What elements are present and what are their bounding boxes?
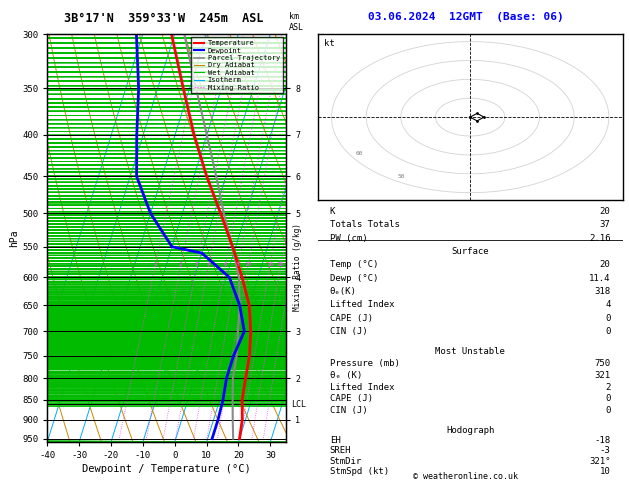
Text: 750: 750 — [594, 359, 611, 368]
Text: 60: 60 — [355, 151, 363, 156]
Text: 37: 37 — [600, 220, 611, 229]
Text: SREH: SREH — [330, 447, 352, 455]
Text: 8: 8 — [236, 261, 240, 267]
Text: EH: EH — [330, 436, 340, 445]
Text: CAPE (J): CAPE (J) — [330, 313, 373, 323]
Text: 10: 10 — [244, 261, 252, 267]
Text: 50: 50 — [397, 174, 404, 178]
Text: km
ASL: km ASL — [289, 12, 304, 32]
Text: 20: 20 — [277, 261, 284, 267]
Text: 0: 0 — [605, 313, 611, 323]
X-axis label: Dewpoint / Temperature (°C): Dewpoint / Temperature (°C) — [82, 465, 251, 474]
Text: 2.16: 2.16 — [589, 233, 611, 243]
Legend: Temperature, Dewpoint, Parcel Trajectory, Dry Adiabat, Wet Adiabat, Isotherm, Mi: Temperature, Dewpoint, Parcel Trajectory… — [191, 37, 282, 93]
Text: 2: 2 — [605, 382, 611, 392]
Text: 0: 0 — [605, 406, 611, 415]
Text: 321: 321 — [594, 371, 611, 380]
Text: CIN (J): CIN (J) — [330, 327, 367, 336]
Text: Lifted Index: Lifted Index — [330, 300, 394, 309]
Text: 03.06.2024  12GMT  (Base: 06): 03.06.2024 12GMT (Base: 06) — [367, 12, 564, 22]
Text: 3: 3 — [195, 261, 199, 267]
Text: 318: 318 — [594, 287, 611, 296]
Text: 6: 6 — [223, 261, 227, 267]
Text: Hodograph: Hodograph — [446, 426, 494, 435]
Text: θₑ (K): θₑ (K) — [330, 371, 362, 380]
Text: 4: 4 — [605, 300, 611, 309]
Text: Lifted Index: Lifted Index — [330, 382, 394, 392]
Text: Mixing Ratio (g/kg): Mixing Ratio (g/kg) — [293, 224, 302, 311]
Text: 3B°17'N  359°33'W  245m  ASL: 3B°17'N 359°33'W 245m ASL — [64, 12, 264, 25]
Text: 2: 2 — [179, 261, 182, 267]
Text: 20: 20 — [600, 207, 611, 216]
Text: 0: 0 — [605, 327, 611, 336]
Text: Temp (°C): Temp (°C) — [330, 260, 378, 269]
Text: Dewp (°C): Dewp (°C) — [330, 274, 378, 282]
Text: 16: 16 — [266, 261, 274, 267]
Text: 321°: 321° — [589, 457, 611, 466]
Text: K: K — [330, 207, 335, 216]
Text: kt: kt — [324, 39, 335, 48]
Text: PW (cm): PW (cm) — [330, 233, 367, 243]
Text: CIN (J): CIN (J) — [330, 406, 367, 415]
Text: 1: 1 — [153, 261, 157, 267]
Text: Pressure (mb): Pressure (mb) — [330, 359, 399, 368]
Text: Most Unstable: Most Unstable — [435, 347, 505, 356]
Text: 20: 20 — [600, 260, 611, 269]
Text: -3: -3 — [600, 447, 611, 455]
Text: StmDir: StmDir — [330, 457, 362, 466]
Text: StmSpd (kt): StmSpd (kt) — [330, 467, 389, 476]
Text: Totals Totals: Totals Totals — [330, 220, 399, 229]
Text: 4: 4 — [206, 261, 210, 267]
Text: 0: 0 — [605, 395, 611, 403]
Text: © weatheronline.co.uk: © weatheronline.co.uk — [413, 472, 518, 481]
Text: -18: -18 — [594, 436, 611, 445]
Text: 11.4: 11.4 — [589, 274, 611, 282]
Text: θₑ(K): θₑ(K) — [330, 287, 357, 296]
Text: LCL: LCL — [291, 400, 306, 409]
Text: Surface: Surface — [452, 247, 489, 256]
Text: CAPE (J): CAPE (J) — [330, 395, 373, 403]
Y-axis label: hPa: hPa — [9, 229, 19, 247]
Text: 10: 10 — [600, 467, 611, 476]
